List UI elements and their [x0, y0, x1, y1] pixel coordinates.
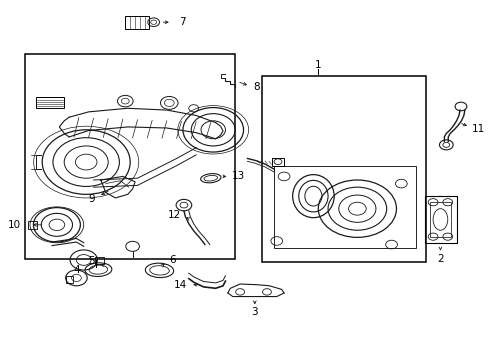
Bar [66, 276, 74, 283]
Text: 12: 12 [168, 210, 181, 220]
Bar [430, 202, 451, 237]
Text: 8: 8 [253, 82, 259, 93]
Text: 3: 3 [251, 307, 258, 317]
Text: 5: 5 [88, 256, 95, 266]
Text: 1: 1 [315, 59, 321, 69]
Bar [425, 196, 457, 243]
Text: 2: 2 [437, 254, 444, 264]
Text: 7: 7 [179, 17, 186, 27]
Bar [262, 76, 426, 262]
Text: 11: 11 [472, 124, 486, 134]
Text: 10: 10 [8, 220, 21, 230]
Text: 9: 9 [88, 194, 95, 204]
Bar [27, 221, 37, 229]
Text: 6: 6 [169, 255, 176, 265]
Text: 14: 14 [174, 280, 187, 290]
Bar [95, 257, 104, 264]
Bar [36, 97, 64, 108]
Bar [25, 54, 235, 259]
Bar [274, 166, 416, 248]
Text: 13: 13 [232, 171, 245, 181]
Text: 4: 4 [73, 265, 80, 275]
Bar [125, 16, 149, 29]
Bar [272, 158, 284, 166]
